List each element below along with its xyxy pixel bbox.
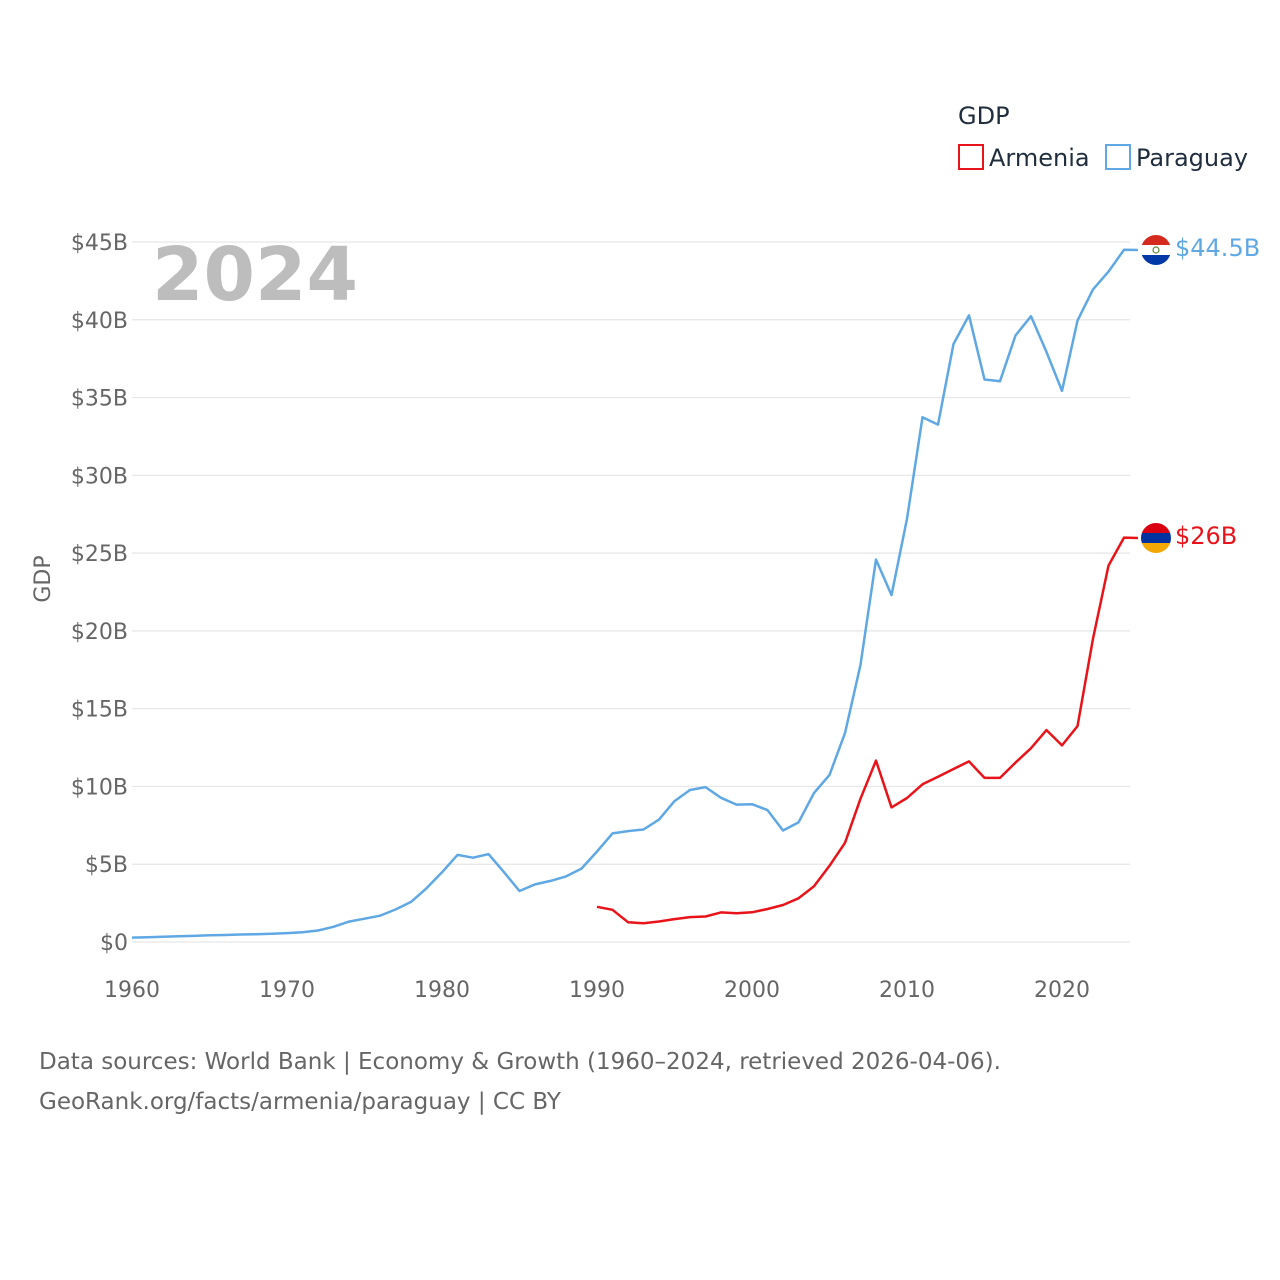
year-label: 2024 (152, 232, 358, 318)
legend-item-armenia[interactable]: Armenia (958, 144, 1090, 172)
series-line-armenia (596, 536, 1139, 925)
license-line: GeoRank.org/facts/armenia/paraguay | CC … (39, 1089, 561, 1115)
y-tick-label: $0 (100, 931, 128, 956)
x-tick-label: 2020 (1034, 978, 1090, 1003)
gridlines (132, 241, 1130, 943)
y-axis-ticks: $0 $5B $10B $15B $20B $25B $30B $35B $40B $45B (71, 231, 128, 956)
y-tick-label: $30B (71, 464, 128, 489)
series-line-paraguay (131, 248, 1139, 939)
series-lines (131, 248, 1139, 939)
x-tick-label: 1990 (569, 978, 625, 1003)
y-tick-label: $45B (71, 231, 128, 256)
armenia-flag-icon (1141, 523, 1171, 553)
paraguay-flag-icon (1141, 235, 1171, 265)
x-tick-label: 1960 (104, 978, 160, 1003)
legend-label-paraguay: Paraguay (1136, 144, 1248, 172)
legend-label-armenia: Armenia (989, 144, 1090, 172)
y-axis-title: GDP (31, 555, 56, 602)
y-tick-label: $40B (71, 309, 128, 334)
y-tick-label: $15B (71, 698, 128, 723)
x-tick-label: 1980 (414, 978, 470, 1003)
y-tick-label: $20B (71, 620, 128, 645)
legend[interactable]: GDP Armenia Paraguay (958, 102, 1248, 172)
source-footer: Data sources: World Bank | Economy & Gro… (39, 1042, 1001, 1122)
x-tick-label: 2010 (879, 978, 935, 1003)
legend-title: GDP (958, 102, 1010, 130)
legend-swatch-armenia (958, 144, 984, 170)
legend-item-paraguay[interactable]: Paraguay (1105, 144, 1248, 172)
end-label-armenia: $26B (1175, 522, 1237, 550)
y-tick-label: $5B (85, 853, 128, 878)
legend-swatch-paraguay (1105, 144, 1131, 170)
end-label-paraguay: $44.5B (1175, 234, 1260, 262)
x-tick-label: 2000 (724, 978, 780, 1003)
gdp-line-chart: $0 $5B $10B $15B $20B $25B $30B $35B $40B $45B 19… (31, 102, 1260, 1003)
x-axis-ticks: 1960 1970 1980 1990 2000 2010 2020 (104, 978, 1090, 1003)
y-tick-label: $25B (71, 542, 128, 567)
source-line: Data sources: World Bank | Economy & Gro… (39, 1049, 1001, 1075)
x-tick-label: 1970 (259, 978, 315, 1003)
y-tick-label: $10B (71, 775, 128, 800)
y-tick-label: $35B (71, 387, 128, 412)
